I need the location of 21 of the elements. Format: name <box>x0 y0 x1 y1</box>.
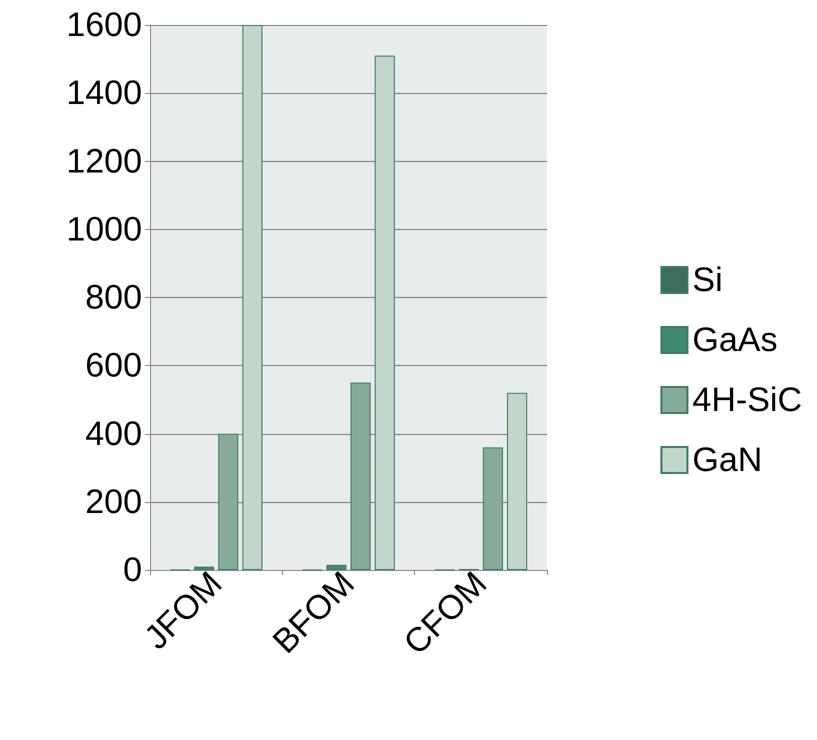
legend-label: GaAs <box>692 321 778 359</box>
y-tick-label: 0 <box>123 551 142 589</box>
y-tick-label: 1400 <box>66 74 142 112</box>
y-tick-label: 1000 <box>66 210 142 248</box>
legend-label: 4H-SiC <box>692 381 802 419</box>
bar <box>194 566 214 570</box>
bar <box>218 434 238 570</box>
y-tick-label: 800 <box>85 278 142 316</box>
y-tick-label: 1200 <box>66 142 142 180</box>
legend-label: Si <box>692 261 723 299</box>
y-tick-label: 600 <box>85 346 142 385</box>
bar <box>482 447 503 570</box>
bar <box>374 56 395 570</box>
legend-label: GaN <box>692 441 762 479</box>
bar <box>350 382 371 570</box>
bar <box>326 564 346 570</box>
y-tick-label: 200 <box>85 482 142 521</box>
y-tick-label: 1600 <box>66 6 142 44</box>
bar <box>507 392 528 570</box>
y-tick-label: 400 <box>85 414 142 453</box>
bar <box>242 25 262 570</box>
